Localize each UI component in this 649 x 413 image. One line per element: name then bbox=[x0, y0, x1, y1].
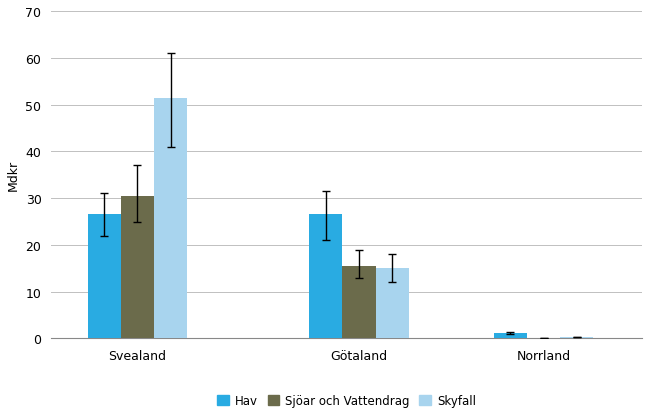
Bar bbox=[88, 215, 121, 339]
Bar bbox=[342, 266, 376, 339]
Bar bbox=[494, 333, 527, 339]
Bar bbox=[527, 338, 560, 339]
Legend: Hav, Sjöar och Vattendrag, Skyfall: Hav, Sjöar och Vattendrag, Skyfall bbox=[214, 390, 480, 411]
Y-axis label: Mdkr: Mdkr bbox=[7, 160, 20, 191]
Bar bbox=[376, 268, 409, 339]
Bar bbox=[560, 337, 593, 339]
Bar bbox=[154, 98, 188, 339]
Bar bbox=[309, 215, 342, 339]
Bar bbox=[121, 196, 154, 339]
